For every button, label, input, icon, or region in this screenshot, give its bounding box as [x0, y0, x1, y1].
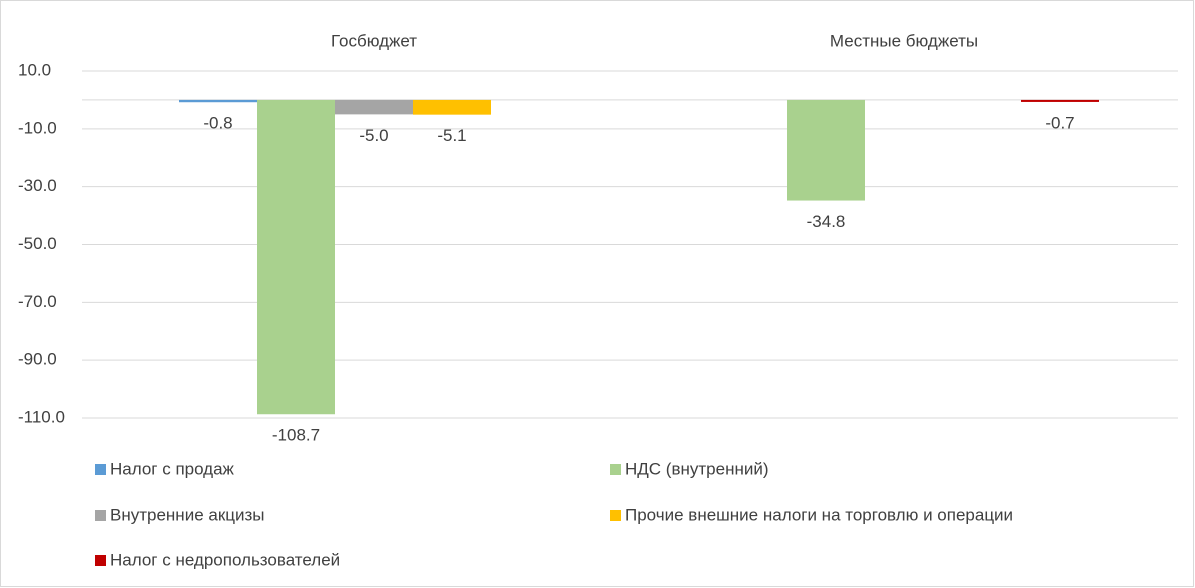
bar	[335, 99, 413, 115]
y-tick-label: -50.0	[18, 234, 57, 253]
legend-swatch	[610, 464, 621, 475]
legend-label: Налог с продаж	[110, 459, 235, 478]
legend-swatch	[95, 555, 106, 566]
data-label: -0.7	[1045, 113, 1074, 132]
bar	[179, 99, 257, 103]
legend-swatch	[95, 510, 106, 521]
bar	[787, 99, 865, 201]
data-label: -108.7	[272, 426, 320, 445]
legend-swatch	[95, 464, 106, 475]
data-label: -5.0	[359, 126, 388, 145]
category-label: Местные бюджеты	[830, 31, 978, 50]
data-label: -0.8	[203, 114, 232, 133]
y-tick-label: -10.0	[18, 118, 57, 137]
y-tick-label: -70.0	[18, 292, 57, 311]
y-tick-label: -110.0	[18, 407, 65, 426]
data-label: -34.8	[807, 212, 846, 231]
legend-swatch	[610, 510, 621, 521]
legend-label: НДС (внутренний)	[625, 459, 769, 478]
y-tick-label: 10.0	[18, 60, 51, 79]
data-label: -5.1	[437, 126, 466, 145]
bar	[257, 99, 335, 415]
legend-label: Внутренние акцизы	[110, 505, 265, 524]
legend-label: Налог с недропользователей	[110, 550, 340, 569]
bar	[1021, 99, 1099, 102]
y-tick-label: -90.0	[18, 350, 57, 369]
legend-label: Прочие внешние налоги на торговлю и опер…	[625, 505, 1013, 524]
category-label: Госбюджет	[331, 31, 417, 50]
y-tick-label: -30.0	[18, 176, 57, 195]
bar	[413, 99, 491, 115]
